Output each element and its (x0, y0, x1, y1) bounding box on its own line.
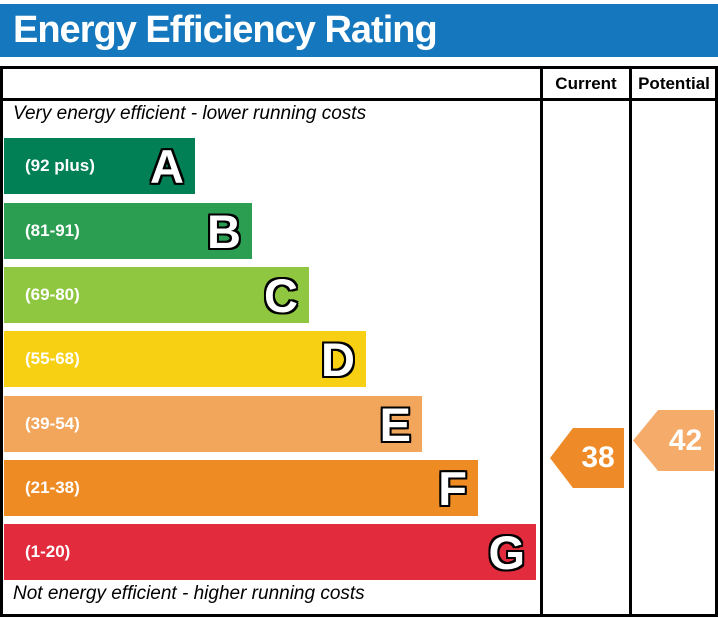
column-header-potential: Potential (638, 74, 710, 93)
current-rating-value: 38 (581, 441, 615, 474)
band-e: (39-54) E (4, 396, 422, 452)
band-letter: B (207, 205, 241, 258)
potential-column-divider (629, 66, 632, 617)
band-letter: A (150, 140, 184, 193)
band-range-label: (92 plus) (25, 156, 95, 175)
band-g: (1-20) G (4, 524, 536, 580)
band-range-label: (1-20) (25, 542, 71, 561)
band-range-label: (39-54) (25, 414, 80, 433)
top-note: Very energy efficient - lower running co… (13, 103, 367, 124)
table-border (0, 66, 718, 617)
band-letter: F (438, 462, 467, 515)
epc-rating-chart: Current Potential Very energy efficient … (0, 66, 718, 617)
band-f: (21-38) F (4, 460, 478, 516)
band-a: (92 plus) A (4, 138, 195, 194)
band-b: (81-91) B (4, 203, 252, 259)
band-d: (55-68) D (4, 331, 366, 387)
band-range-label: (21-38) (25, 478, 80, 497)
band-letter: D (321, 333, 355, 386)
title-bar: Energy Efficiency Rating (0, 4, 718, 57)
band-letter: G (488, 526, 525, 579)
band-range-label: (69-80) (25, 285, 80, 304)
band-range-label: (81-91) (25, 221, 80, 240)
band-letter: E (379, 398, 411, 451)
column-header-current: Current (555, 74, 617, 93)
band-letter: C (264, 269, 298, 322)
page-title: Energy Efficiency Rating (13, 9, 438, 51)
bottom-note: Not energy efficient - higher running co… (13, 583, 365, 604)
current-column-divider (540, 66, 543, 617)
potential-rating-value: 42 (668, 423, 703, 457)
band-range-label: (55-68) (25, 349, 80, 368)
header-row-divider (0, 98, 718, 101)
band-c: (69-80) C (4, 267, 309, 323)
